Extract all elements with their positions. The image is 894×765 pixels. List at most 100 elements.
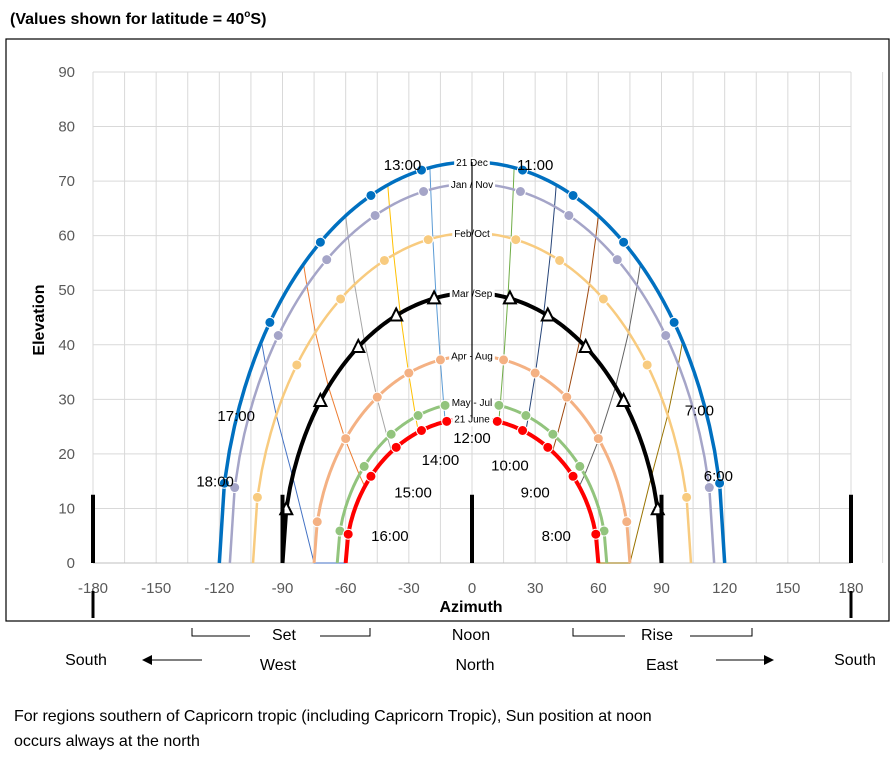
hour-marker	[641, 359, 653, 371]
latitude-note: (Values shown for latitude = 40oS)	[10, 9, 266, 28]
hour-label: 15:00	[394, 485, 432, 502]
x-tick-label: 120	[712, 580, 737, 597]
south-right-label: South	[834, 652, 876, 669]
west-label: West	[260, 657, 297, 674]
rise-label: Rise	[641, 627, 673, 644]
hour-marker	[529, 367, 541, 379]
arrow-right-head	[764, 655, 774, 665]
hour-marker	[418, 185, 430, 197]
hour-label: 11:00	[517, 157, 553, 174]
hour-marker	[390, 441, 402, 453]
hour-marker	[540, 306, 556, 322]
y-axis-title: Elevation	[31, 284, 48, 355]
hour-marker	[369, 209, 381, 221]
hour-marker	[335, 293, 347, 305]
hour-line	[525, 184, 557, 433]
hour-label: 9:00	[521, 485, 550, 502]
hour-marker	[590, 528, 602, 540]
x-tick-label: 60	[590, 580, 607, 597]
hour-marker	[350, 337, 366, 353]
hour-marker	[426, 289, 442, 305]
hour-marker	[321, 254, 333, 266]
noon-label: Noon	[452, 627, 490, 644]
hour-label: 13:00	[384, 157, 422, 174]
vertical-markers	[91, 494, 853, 618]
hour-marker	[514, 185, 526, 197]
hour-label: 14:00	[422, 452, 460, 469]
series-label: 21 June	[454, 414, 490, 425]
south-left-label: South	[65, 652, 107, 669]
hour-marker	[218, 477, 230, 489]
hour-marker	[491, 415, 503, 427]
hour-marker	[567, 189, 579, 201]
hour-label: 8:00	[542, 528, 571, 545]
hour-marker	[314, 236, 326, 248]
y-tick-label: 10	[58, 500, 75, 517]
hour-marker	[311, 516, 323, 528]
annotations: 13:00 11:00 17:00 7:00 18:00 6:00 14:00 10:0012…	[196, 157, 733, 545]
x-tick-label: -150	[141, 580, 171, 597]
hour-marker	[668, 316, 680, 328]
x-tick-label: -180	[78, 580, 108, 597]
x-tick-label: 180	[838, 580, 863, 597]
y-tick-label: 20	[58, 446, 75, 463]
caption-line-2: occurs always at the north	[14, 733, 200, 750]
hour-marker	[660, 330, 672, 342]
hour-marker	[714, 477, 726, 489]
hour-marker	[542, 441, 554, 453]
y-tick-label: 50	[58, 282, 75, 299]
y-tick-label: 60	[58, 228, 75, 245]
hour-marker	[681, 491, 693, 503]
hour-line	[551, 215, 599, 452]
x-tick-label: 90	[653, 580, 670, 597]
hour-line	[260, 341, 346, 564]
hour-marker	[510, 234, 522, 246]
arrow-left-head	[142, 655, 152, 665]
hour-label: 16:00	[371, 528, 409, 545]
hour-marker	[365, 189, 377, 201]
hour-marker	[563, 209, 575, 221]
hour-label: 7:00	[685, 403, 714, 420]
hour-marker	[502, 289, 518, 305]
hour-marker	[611, 254, 623, 266]
hour-marker	[385, 428, 397, 440]
hour-label: 12:00	[453, 430, 491, 447]
x-tick-label: -60	[335, 580, 357, 597]
hour-marker	[342, 528, 354, 540]
hour-marker	[403, 367, 415, 379]
x-tick-label: -90	[272, 580, 294, 597]
hour-marker	[578, 337, 594, 353]
set-bracket	[191, 628, 250, 637]
chart-frame	[5, 38, 890, 622]
hour-marker	[312, 391, 329, 407]
hour-marker	[229, 482, 241, 494]
x-tick-label: 0	[468, 580, 476, 597]
hour-marker	[415, 164, 427, 176]
hour-marker	[422, 234, 434, 246]
caption-line-1: For regions southern of Capricorn tropic…	[14, 708, 652, 725]
hour-marker	[441, 415, 453, 427]
hour-marker	[498, 354, 510, 366]
hour-marker	[412, 409, 424, 421]
hour-marker	[621, 516, 633, 528]
hour-marker	[388, 306, 404, 322]
hour-marker	[520, 409, 532, 421]
direction-legend: Set Noon Rise South West North East Sout…	[65, 627, 876, 674]
hour-marker	[615, 391, 632, 407]
tick-labels: 0 10 20 30 40 50 60 70 80 90 -180 -150 -120 -90 -60 -30…	[58, 64, 863, 597]
hour-marker	[567, 470, 579, 482]
hour-marker	[358, 460, 370, 472]
hour-label: 18:00	[196, 474, 234, 491]
y-tick-label: 0	[67, 555, 75, 572]
hour-line	[387, 184, 419, 433]
hour-marker	[493, 399, 505, 411]
hour-marker	[439, 399, 451, 411]
x-tick-label: 150	[775, 580, 800, 597]
y-tick-label: 90	[58, 64, 75, 81]
y-tick-label: 40	[58, 337, 75, 354]
hour-line	[598, 341, 684, 564]
hour-marker	[561, 391, 573, 403]
rise-bracket-right	[690, 628, 753, 637]
